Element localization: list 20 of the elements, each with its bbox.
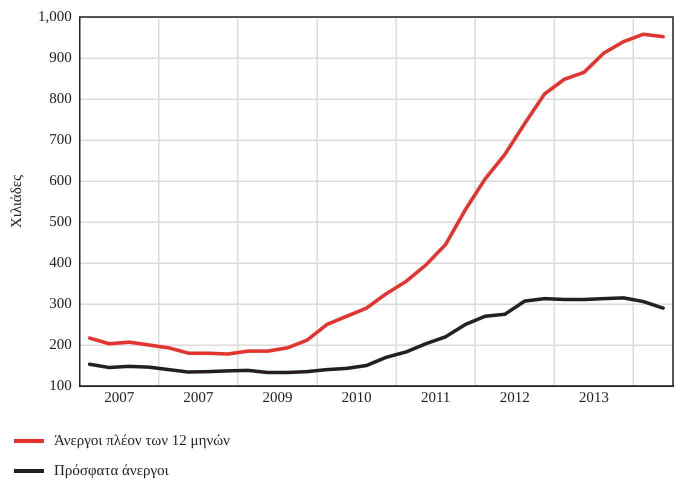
y-tick-label: 200 <box>49 336 72 353</box>
x-tick-label: 2012 <box>500 390 530 406</box>
legend-label: Πρόσφατα άνεργοι <box>54 462 169 480</box>
y-tick-label: 400 <box>49 254 72 271</box>
x-tick-label: 2010 <box>342 390 372 406</box>
y-tick-label: 1,000 <box>38 8 72 25</box>
x-tick-label: 2007 <box>104 390 135 406</box>
x-tick-label: 2013 <box>578 390 609 406</box>
x-tick-label: 2011 <box>420 390 450 406</box>
y-tick-label: 700 <box>49 132 72 148</box>
y-axis-title: Χιλιάδες <box>8 174 25 228</box>
y-tick-label: 500 <box>49 214 72 230</box>
y-tick-label: 800 <box>49 90 72 107</box>
y-tick-label: 600 <box>49 172 72 189</box>
x-tick-label: 2009 <box>262 390 292 406</box>
y-tick-label: 300 <box>49 296 72 312</box>
y-tick-label: 100 <box>49 378 72 394</box>
y-tick-label: 900 <box>49 50 72 66</box>
legend-label: Άνεργοι πλέον των 12 μηνών <box>54 432 230 450</box>
x-tick-label: 2007 <box>183 390 214 406</box>
